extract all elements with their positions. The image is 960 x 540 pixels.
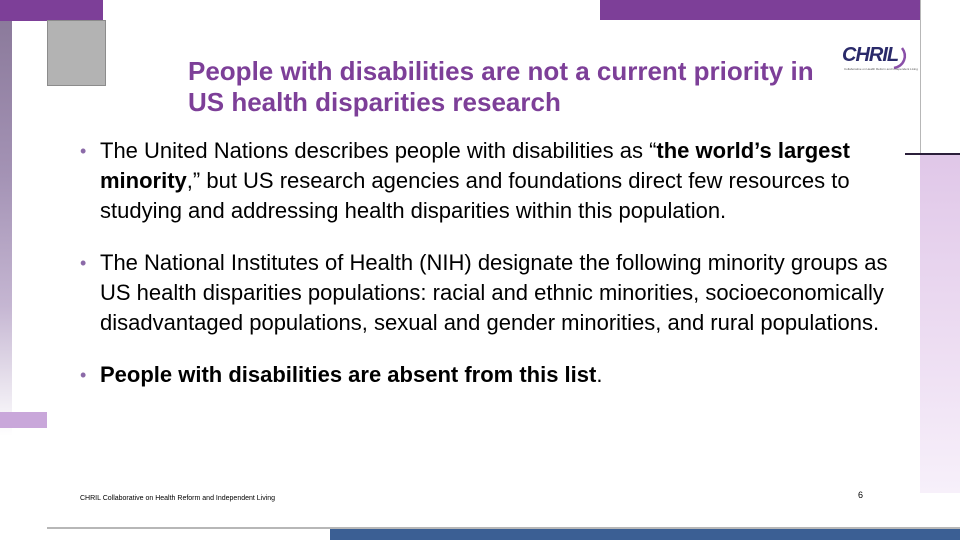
top-frame-box (103, 0, 601, 20)
top-right-purple-bar (600, 0, 920, 20)
bullet-text: the world’s largest minority (100, 138, 850, 193)
bullet-item: • The National Institutes of Health (NIH)… (80, 248, 912, 338)
left-frame-box (0, 20, 48, 412)
left-gray-panel (47, 20, 106, 86)
logo-swoosh-icon (893, 47, 906, 70)
bullet-item: • The United Nations describes people wit… (80, 136, 912, 226)
bottom-blue-bar (330, 529, 960, 540)
bullet-list: • The United Nations describes people wit… (80, 136, 912, 412)
bullet-dot-icon: • (80, 141, 87, 161)
bullet-dot-icon: • (80, 253, 87, 273)
right-lilac-accent (920, 155, 960, 493)
bullet-text: People with disabilities are absent from… (100, 362, 597, 387)
right-frame-box (920, 0, 960, 153)
bullet-text: . (596, 362, 603, 387)
slide-title: People with disabilities are not a curre… (188, 56, 814, 117)
right-divider-line (905, 153, 960, 155)
left-decorative-strip (0, 20, 12, 540)
bullet-dot-icon: • (80, 365, 87, 385)
bullet-text: ,” but US research agencies and foundati… (100, 168, 850, 223)
left-lilac-accent (0, 412, 47, 428)
page-number: 6 (858, 490, 864, 500)
chril-logo: CHRIL Collaborative on Health Reform and… (842, 44, 918, 74)
logo-text: CHRIL (842, 44, 899, 66)
bullet-text: The National Institutes of Health (NIH) … (100, 250, 888, 335)
content-panel (47, 20, 920, 527)
bullet-text: The United Nations describes people with… (100, 138, 657, 163)
footer-text: CHRIL Collaborative on Health Reform and… (80, 495, 276, 502)
top-left-purple-bar (0, 0, 103, 21)
bottom-divider-line (47, 527, 960, 529)
logo-subtitle: Collaborative on Health Reform and Indep… (844, 67, 918, 71)
bullet-item: • People with disabilities are absent fro… (80, 360, 912, 390)
